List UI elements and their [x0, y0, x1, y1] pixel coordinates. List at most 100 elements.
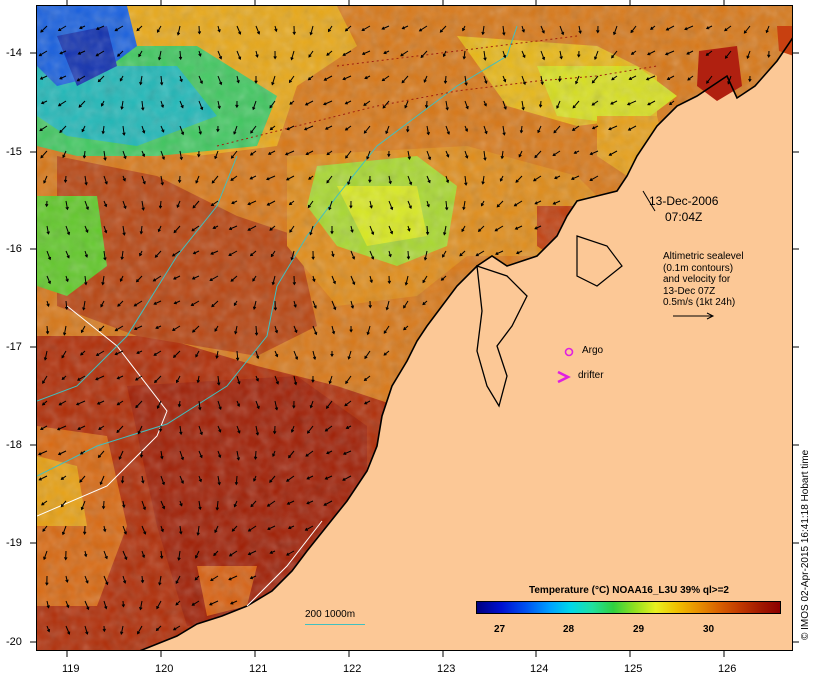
- velocity-arrow-head: [494, 228, 498, 232]
- velocity-arrow: [463, 50, 466, 59]
- velocity-arrow: [83, 300, 86, 310]
- velocity-arrow: [459, 250, 466, 257]
- velocity-arrow-head: [77, 426, 81, 430]
- velocity-arrow: [84, 225, 89, 233]
- velocity-arrow: [236, 75, 240, 83]
- velocity-arrow: [267, 500, 276, 507]
- velocity-arrow: [422, 275, 428, 283]
- velocity-arrow-head: [231, 201, 235, 205]
- velocity-arrow: [141, 125, 145, 133]
- velocity-arrow: [646, 75, 656, 81]
- velocity-arrow-head: [288, 455, 292, 459]
- lat-label: -16: [6, 243, 22, 255]
- velocity-arrow: [540, 50, 545, 60]
- velocity-arrow: [96, 50, 105, 57]
- velocity-arrow-head: [668, 101, 673, 106]
- velocity-arrow: [46, 625, 50, 632]
- velocity-arrow-head: [308, 176, 312, 180]
- velocity-arrow-head: [65, 278, 69, 283]
- velocity-arrow: [312, 350, 316, 360]
- velocity-arrow-head: [135, 404, 139, 409]
- velocity-arrow: [179, 125, 184, 135]
- velocity-arrow: [345, 125, 352, 131]
- velocity-arrow: [267, 525, 276, 530]
- velocity-arrow-head: [79, 451, 84, 455]
- velocity-arrow: [515, 225, 523, 230]
- timestamp-date: 13-Dec-2006: [649, 194, 719, 208]
- velocity-arrow: [331, 325, 335, 334]
- velocity-arrow-head: [406, 256, 411, 260]
- velocity-arrow-head: [175, 602, 179, 606]
- velocity-arrow-head: [724, 55, 728, 59]
- velocity-arrow: [369, 225, 374, 235]
- velocity-arrow-head: [154, 254, 158, 258]
- velocity-arrow-head: [309, 232, 313, 236]
- velocity-arrow-head: [47, 280, 51, 285]
- velocity-arrow: [328, 25, 333, 32]
- velocity-arrow-head: [440, 277, 445, 281]
- velocity-arrow-head: [427, 156, 432, 161]
- velocity-arrow: [514, 200, 523, 207]
- velocity-arrow-head: [160, 82, 164, 86]
- velocity-arrow-head: [114, 352, 118, 356]
- velocity-arrow-head: [217, 105, 221, 110]
- velocity-arrow-head: [345, 380, 349, 385]
- velocity-arrow: [217, 425, 221, 432]
- velocity-arrow: [293, 375, 297, 385]
- velocity-arrow: [77, 75, 86, 82]
- velocity-arrow-head: [236, 457, 240, 461]
- velocity-arrow-head: [172, 627, 177, 631]
- velocity-arrow-head: [217, 29, 221, 33]
- lon-label: 123: [437, 663, 456, 675]
- velocity-arrow-head: [420, 54, 424, 59]
- velocity-arrow-head: [133, 327, 138, 331]
- velocity-arrow: [209, 600, 219, 606]
- velocity-arrow: [122, 525, 127, 535]
- velocity-arrow-head: [369, 205, 373, 209]
- velocity-arrow: [388, 175, 392, 184]
- sealevel-legend-line: 13-Dec 07Z: [663, 285, 716, 297]
- velocity-arrow: [191, 300, 200, 306]
- velocity-arrow-head: [541, 30, 545, 34]
- velocity-arrow-head: [173, 301, 177, 305]
- velocity-arrow: [252, 100, 257, 110]
- velocity-arrow-head: [249, 576, 254, 580]
- velocity-arrow-head: [116, 402, 120, 406]
- velocity-arrow-head: [233, 302, 237, 307]
- velocity-arrow-head: [521, 107, 525, 111]
- velocity-arrow: [255, 25, 260, 34]
- velocity-arrow: [61, 500, 67, 507]
- velocity-arrow-head: [101, 130, 105, 135]
- velocity-arrow-head: [156, 605, 160, 610]
- velocity-arrow: [213, 550, 219, 556]
- velocity-arrow-head: [495, 251, 499, 255]
- colorbar-tick-label: 30: [703, 624, 715, 635]
- velocity-arrow: [210, 575, 219, 581]
- velocity-arrow-head: [173, 354, 177, 358]
- velocity-arrow-head: [195, 180, 199, 184]
- velocity-arrow-head: [179, 531, 183, 535]
- velocity-arrow-head: [626, 102, 631, 106]
- velocity-arrow: [727, 75, 732, 84]
- velocity-arrow-head: [344, 28, 349, 32]
- velocity-arrow: [198, 125, 202, 135]
- velocity-arrow: [305, 525, 314, 531]
- velocity-arrow: [463, 200, 466, 210]
- velocity-arrow: [134, 300, 143, 307]
- velocity-arrow-head: [292, 282, 297, 286]
- velocity-arrow-head: [228, 252, 232, 256]
- velocity-arrow-head: [323, 77, 327, 81]
- velocity-arrow: [81, 125, 86, 132]
- velocity-arrow-head: [271, 81, 275, 86]
- velocity-arrow-head: [120, 106, 124, 110]
- velocity-arrow: [402, 25, 409, 30]
- velocity-arrow-head: [122, 580, 127, 584]
- velocity-arrow-head: [199, 80, 203, 85]
- velocity-arrow-head: [403, 327, 407, 331]
- velocity-arrow: [385, 125, 390, 134]
- velocity-arrow-head: [200, 106, 204, 111]
- velocity-arrow: [228, 575, 238, 581]
- velocity-arrow-head: [484, 80, 488, 85]
- velocity-arrow-head: [173, 276, 177, 280]
- velocity-arrow-head: [218, 406, 222, 411]
